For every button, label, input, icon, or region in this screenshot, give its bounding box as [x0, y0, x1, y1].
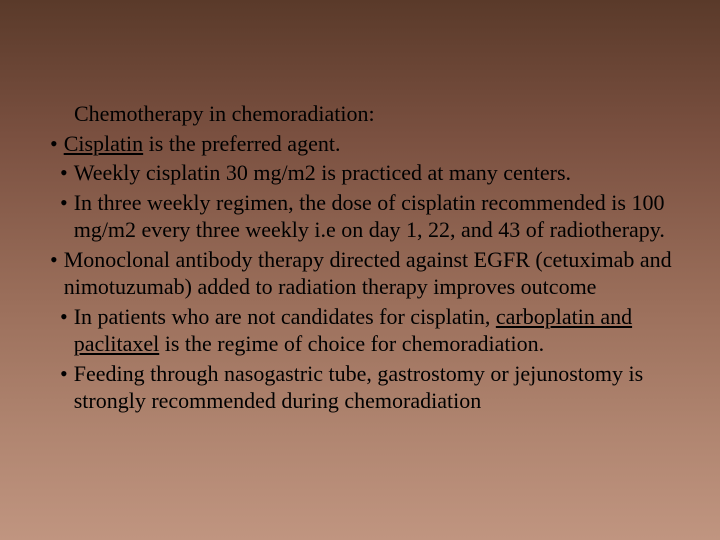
bullet-mark-icon: •: [50, 130, 64, 158]
bullet-text: Monoclonal antibody therapy directed aga…: [64, 246, 680, 301]
bullet-item: •Cisplatin is the preferred agent.: [50, 130, 680, 158]
bullet-text: Weekly cisplatin 30 mg/m2 is practiced a…: [74, 159, 680, 187]
bullet-text: Cisplatin is the preferred agent.: [64, 130, 680, 158]
bullet-mark-icon: •: [60, 159, 74, 187]
bullet-text: In patients who are not candidates for c…: [74, 303, 680, 358]
bullet-item: •Weekly cisplatin 30 mg/m2 is practiced …: [60, 159, 680, 187]
bullet-mark-icon: •: [50, 246, 64, 274]
bullet-text: In three weekly regimen, the dose of cis…: [74, 189, 680, 244]
bullet-list: •Cisplatin is the preferred agent.•Weekl…: [50, 130, 680, 415]
slide: Chemotherapy in chemoradiation: •Cisplat…: [0, 0, 720, 447]
bullet-text: Feeding through nasogastric tube, gastro…: [74, 360, 680, 415]
bullet-item: •In patients who are not candidates for …: [60, 303, 680, 358]
bullet-item: •Monoclonal antibody therapy directed ag…: [50, 246, 680, 301]
bullet-item: •Feeding through nasogastric tube, gastr…: [60, 360, 680, 415]
bullet-mark-icon: •: [60, 189, 74, 217]
slide-heading: Chemotherapy in chemoradiation:: [74, 100, 680, 128]
bullet-item: •In three weekly regimen, the dose of ci…: [60, 189, 680, 244]
bullet-mark-icon: •: [60, 360, 74, 388]
bullet-mark-icon: •: [60, 303, 74, 331]
